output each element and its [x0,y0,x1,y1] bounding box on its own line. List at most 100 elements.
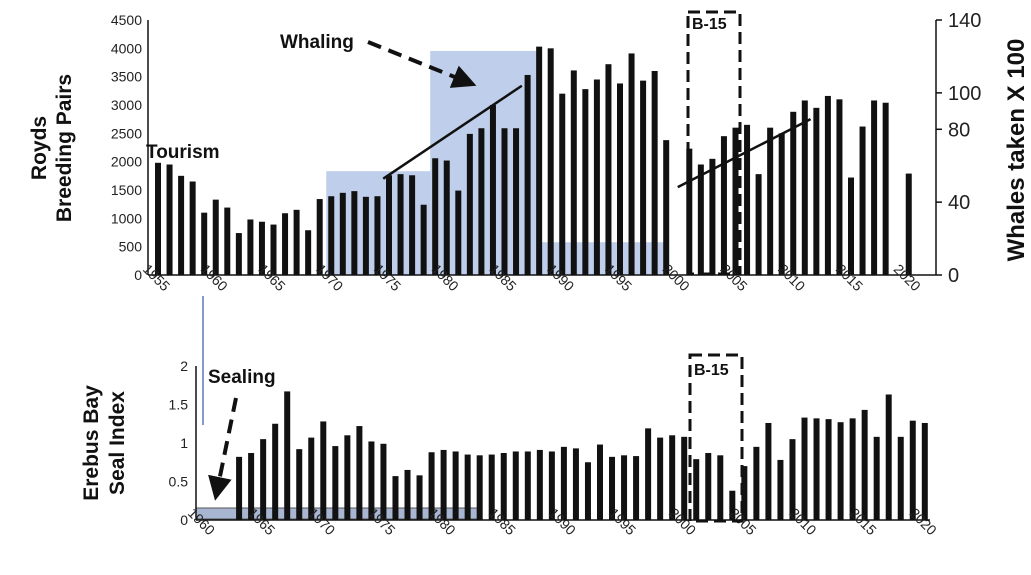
seal-bar-1968 [296,449,303,520]
bar-1975 [386,175,392,275]
seal-bar-1973 [356,426,363,520]
trend-line-0 [382,84,523,180]
bar-1995 [617,83,623,275]
y-tick-label: 500 [119,239,143,255]
seal-bar-1991 [572,448,579,520]
bar-2002 [697,164,704,275]
bar-1967 [293,209,300,275]
bar-1981 [455,190,462,275]
bottom-y-label-line2: Seal Index [106,391,129,495]
seal-bar-2016 [873,436,880,520]
seal-bar-2019 [909,420,916,520]
sealing-annotation: Sealing [208,367,276,388]
top-y2-label: Whales taken X 100 [1003,39,1030,262]
y2-tick-label: 80 [948,119,970,141]
y2-tick-label: 140 [948,10,981,32]
y-tick-label: 1500 [111,182,142,198]
seal-bar-1998 [657,437,664,520]
bar-1970 [328,196,335,275]
bar-2017 [871,100,878,275]
seal-bar-1971 [332,446,339,520]
tourism-annotation: Tourism [146,142,220,163]
bar-2013 [824,95,831,275]
seal-bar-1989 [548,451,555,520]
bar-1963 [247,219,254,275]
bar-1957 [178,175,185,275]
bar-1998 [651,71,658,275]
seal-bar-1977 [404,469,411,520]
bar-2014 [836,99,843,275]
seal-bar-1981 [452,451,459,520]
bar-1959 [201,212,208,275]
seal-bar-1983 [476,455,483,520]
bar-1996 [628,53,635,275]
royds-bars [155,46,912,276]
bar-1979 [432,158,439,275]
seal-bar-1997 [645,428,652,520]
bar-1964 [258,221,265,275]
seal-bar-1982 [464,454,471,520]
top-y2-ticks: 0 40 80 100 140 [936,10,981,287]
bar-1971 [339,192,346,275]
bar-1982 [466,133,473,275]
seal-bar-1984 [488,454,495,520]
seal-bar-1974 [368,441,375,520]
seal-bar-2002 [705,453,712,520]
seal-bar-1978 [416,475,423,520]
bar-1990 [559,93,566,276]
bar-1968 [305,230,312,275]
y-tick-label: 4500 [111,12,142,28]
bar-1989 [547,48,554,276]
bar-1956 [166,164,173,275]
b15-box-top [686,10,742,276]
seal-bar-2008 [777,459,784,520]
y-tick-label: 4000 [111,40,142,56]
x-tick-label: 2020 [891,261,924,294]
seal-bar-2014 [849,418,856,520]
seal-bar-2009 [789,439,796,520]
bar-1974 [374,196,381,275]
y-tick-label: 3500 [111,69,142,85]
bar-1993 [593,79,600,275]
bar-2007 [755,174,762,275]
seal-bar-2017 [885,394,892,520]
y-tick-label: 2000 [111,154,142,170]
y-tick-label: 2500 [111,125,142,141]
seal-bar-1964 [248,453,255,520]
bar-2003 [709,158,716,275]
y-tick-label: 0 [180,512,188,528]
bar-2001 [686,148,693,275]
y-tick-label: 3000 [111,97,142,113]
bar-2016 [859,126,866,276]
seal-bar-2001 [693,459,700,520]
seal-bar-1979 [428,452,435,520]
y-tick-label: 0 [134,267,142,283]
y-tick-label: 1000 [111,210,142,226]
bar-1988 [536,46,543,276]
y-tick-label: 0.5 [169,474,189,490]
seal-bar-2000 [681,436,688,520]
x-tick-label: 2020 [907,505,940,538]
y2-tick-label: 0 [948,265,959,287]
bar-1972 [351,191,358,275]
y-tick-label: 2 [180,358,188,374]
seal-bar-1972 [344,435,351,520]
seal-bar-1963 [236,456,243,520]
seal-bar-1967 [284,391,291,520]
seal-bar-1969 [308,437,315,520]
bar-1984 [489,105,496,275]
bar-1977 [409,175,416,275]
seal-bar-2013 [837,422,844,520]
seal-bar-1986 [512,451,519,520]
seal-bar-2004 [729,490,736,520]
y2-tick-label: 40 [948,192,970,214]
seal-bar-2006 [753,446,760,520]
b15-label-bottom: B-15 [694,362,729,379]
seal-bar-1965 [260,439,267,520]
seal-bar-2020 [921,422,928,520]
seal-bar-1996 [633,456,640,520]
b15-box-bottom [688,353,744,523]
b15-label-top: B-15 [692,16,727,33]
seal-bar-2018 [897,436,904,520]
